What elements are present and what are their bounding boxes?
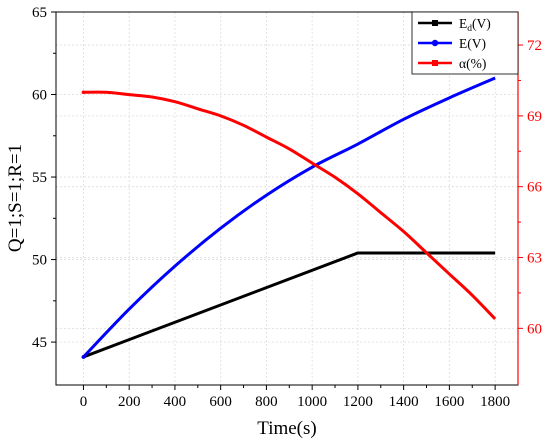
x-tick-label: 1200 — [343, 394, 373, 410]
legend-label-base: α(%) — [459, 56, 486, 71]
legend-label: α(%) — [459, 56, 486, 71]
series-line-2 — [82, 76, 496, 358]
legend: Ed(V)E(V)α(%) — [411, 11, 519, 75]
x-tick-label: 200 — [118, 394, 141, 410]
y-tick-label: 50 — [32, 253, 47, 269]
y2-tick-label: 69 — [527, 109, 542, 125]
x-axis-label: Time(s) — [257, 418, 316, 439]
y2-tick-label: 63 — [527, 251, 542, 267]
series-line-1 — [82, 251, 496, 359]
x-tick-label: 800 — [255, 394, 278, 410]
x-tick-label: 1600 — [434, 394, 464, 410]
x-tick-label: 1800 — [480, 394, 510, 410]
series-point — [81, 355, 86, 359]
legend-marker — [432, 20, 438, 26]
series-point — [81, 90, 86, 95]
y-axis-label: Q=1;S=1;R=1 — [5, 144, 26, 252]
y2-tick-label: 72 — [527, 38, 542, 54]
legend-label-suffix: (V) — [472, 16, 491, 31]
y-tick-label: 55 — [32, 170, 47, 186]
legend-label: E(V) — [459, 36, 486, 51]
y-tick-label: 60 — [32, 88, 47, 104]
legend-label-base: E(V) — [459, 36, 486, 51]
y2-tick-label: 66 — [527, 180, 543, 196]
y2-tick-label: 60 — [527, 321, 542, 337]
legend-label-base: E — [459, 16, 467, 31]
axis-layer: 0 200 400 600 800 1000 1200 1400 1600 1800 45 50 55 6… — [32, 5, 543, 410]
x-tick-label: 400 — [164, 394, 187, 410]
x-tick-label: 1400 — [389, 394, 419, 410]
series-layer — [81, 76, 497, 359]
legend-label: Ed(V) — [459, 16, 491, 34]
x-tick-label: 600 — [209, 394, 232, 410]
legend-marker — [432, 60, 438, 66]
x-tick-label: 0 — [80, 394, 88, 410]
x-tick-label: 1000 — [297, 394, 327, 410]
y-tick-label: 45 — [32, 335, 47, 351]
y-tick-label: 65 — [32, 5, 47, 21]
legend-marker — [431, 39, 439, 47]
legend-label-sub: d — [467, 24, 472, 34]
series-line-3 — [83, 90, 497, 320]
